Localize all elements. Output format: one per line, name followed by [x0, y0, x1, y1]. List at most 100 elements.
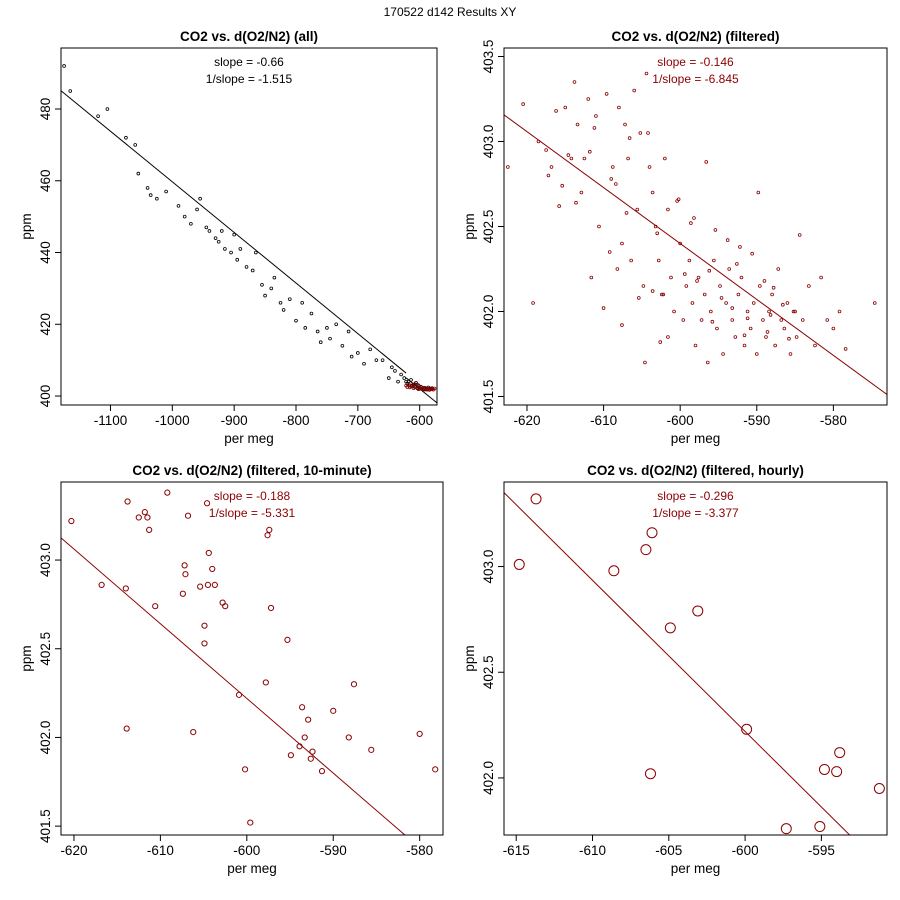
data-point — [105, 107, 110, 111]
data-point — [346, 329, 351, 334]
data-point — [350, 681, 358, 688]
data-point — [629, 258, 633, 263]
data-point — [544, 148, 548, 152]
data-point — [409, 378, 413, 382]
data-point — [632, 88, 637, 93]
data-point — [825, 318, 830, 322]
data-point — [742, 333, 747, 338]
data-point — [779, 318, 784, 322]
data-point — [340, 343, 345, 348]
data-point — [133, 143, 138, 147]
data-point — [718, 284, 722, 288]
data-point — [705, 360, 710, 365]
data-point — [638, 131, 643, 135]
data-point — [563, 105, 568, 110]
data-point — [641, 284, 646, 288]
data-point — [663, 156, 667, 161]
data-point — [710, 319, 715, 324]
data-point — [656, 258, 661, 263]
data-point — [762, 279, 767, 283]
data-point — [785, 301, 790, 305]
slope-annotation: 1/slope = -1.515 — [206, 72, 293, 86]
data-point — [432, 386, 437, 391]
data-point — [264, 532, 271, 539]
data-point — [244, 265, 249, 269]
data-point — [702, 292, 707, 297]
x-tick-label: -600 — [732, 843, 759, 858]
data-point — [724, 301, 728, 305]
data-point — [241, 766, 249, 773]
data-point — [184, 512, 192, 519]
data-point — [693, 343, 698, 348]
data-point — [182, 571, 189, 578]
x-tick-label: -1100 — [94, 413, 128, 428]
data-point — [267, 604, 275, 612]
data-point — [620, 323, 624, 327]
data-point — [635, 207, 640, 212]
data-point — [330, 707, 337, 714]
data-point — [712, 258, 716, 263]
data-point — [278, 300, 283, 305]
data-point — [736, 292, 741, 297]
data-point — [626, 156, 630, 161]
data-point — [205, 549, 212, 557]
data-point — [247, 819, 254, 826]
data-point — [627, 136, 632, 140]
x-tick-label: -620 — [513, 413, 540, 428]
x-tick-label: -580 — [406, 843, 433, 858]
y-tick-label: 401.5 — [38, 809, 53, 843]
data-point — [396, 379, 400, 384]
data-point — [597, 224, 601, 229]
data-point — [368, 347, 373, 352]
data-point — [745, 316, 750, 321]
data-point — [776, 267, 781, 271]
slope-annotation: 1/slope = -3.377 — [652, 506, 739, 520]
data-point — [831, 326, 836, 331]
data-point — [531, 301, 535, 305]
data-point — [513, 558, 525, 570]
data-point — [748, 326, 753, 331]
data-point — [692, 605, 704, 617]
data-point — [647, 165, 652, 169]
data-point — [646, 527, 658, 539]
data-point — [604, 92, 609, 96]
data-point — [695, 279, 699, 283]
data-point — [356, 351, 360, 355]
slope-annotation: slope = -0.296 — [657, 489, 734, 503]
data-point — [96, 114, 100, 118]
y-tick-label: 401.5 — [481, 380, 496, 414]
data-point — [813, 343, 817, 348]
y-tick-label: 480 — [38, 98, 53, 121]
y-tick-label: 403.5 — [481, 40, 496, 74]
data-point — [614, 182, 618, 186]
data-point — [770, 292, 774, 297]
data-point — [574, 200, 578, 205]
data-point — [750, 251, 754, 256]
data-point — [655, 231, 659, 236]
data-point — [198, 196, 202, 201]
x-tick-label: -590 — [743, 413, 770, 428]
data-point — [730, 306, 735, 310]
data-point — [727, 267, 732, 271]
data-point — [144, 514, 151, 521]
data-point — [238, 247, 243, 251]
x-axis-label: per meg — [671, 861, 721, 876]
data-point — [771, 285, 776, 290]
data-point — [739, 275, 744, 280]
data-point — [98, 581, 105, 588]
data-point — [814, 821, 826, 833]
data-point — [843, 347, 848, 351]
data-point — [644, 71, 649, 76]
data-point — [182, 214, 187, 219]
data-point — [204, 581, 212, 588]
data-point — [334, 322, 338, 327]
data-point — [148, 193, 153, 197]
data-point — [650, 190, 655, 195]
data-point — [767, 309, 771, 314]
data-point — [521, 102, 525, 106]
data-point — [566, 153, 571, 157]
x-tick-label: -700 — [344, 413, 371, 428]
data-point — [557, 204, 561, 208]
y-tick-label: 402.5 — [38, 632, 53, 666]
x-axis-label: per meg — [227, 861, 277, 876]
